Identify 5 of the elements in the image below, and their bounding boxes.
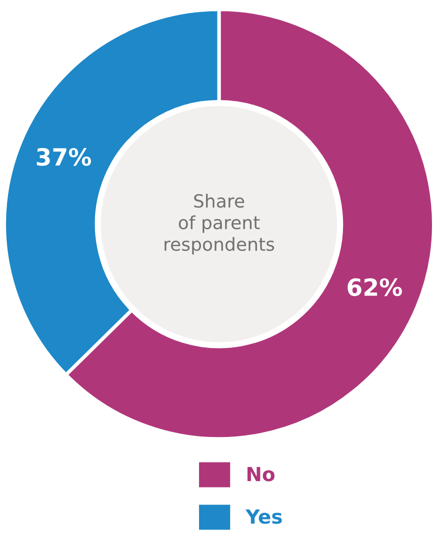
text: Share of parent respondents	[164, 194, 274, 254]
legend-label: Yes	[246, 509, 282, 524]
legend-label: No	[247, 466, 274, 482]
data-label: 62%	[348, 278, 402, 296]
data-label: 37%	[36, 148, 92, 166]
